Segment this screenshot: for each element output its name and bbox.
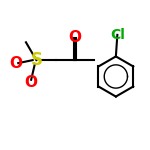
Text: Cl: Cl [110, 28, 125, 42]
Text: O: O [69, 30, 81, 45]
Text: S: S [30, 51, 42, 69]
Text: O: O [24, 75, 37, 90]
Text: O: O [9, 56, 22, 71]
